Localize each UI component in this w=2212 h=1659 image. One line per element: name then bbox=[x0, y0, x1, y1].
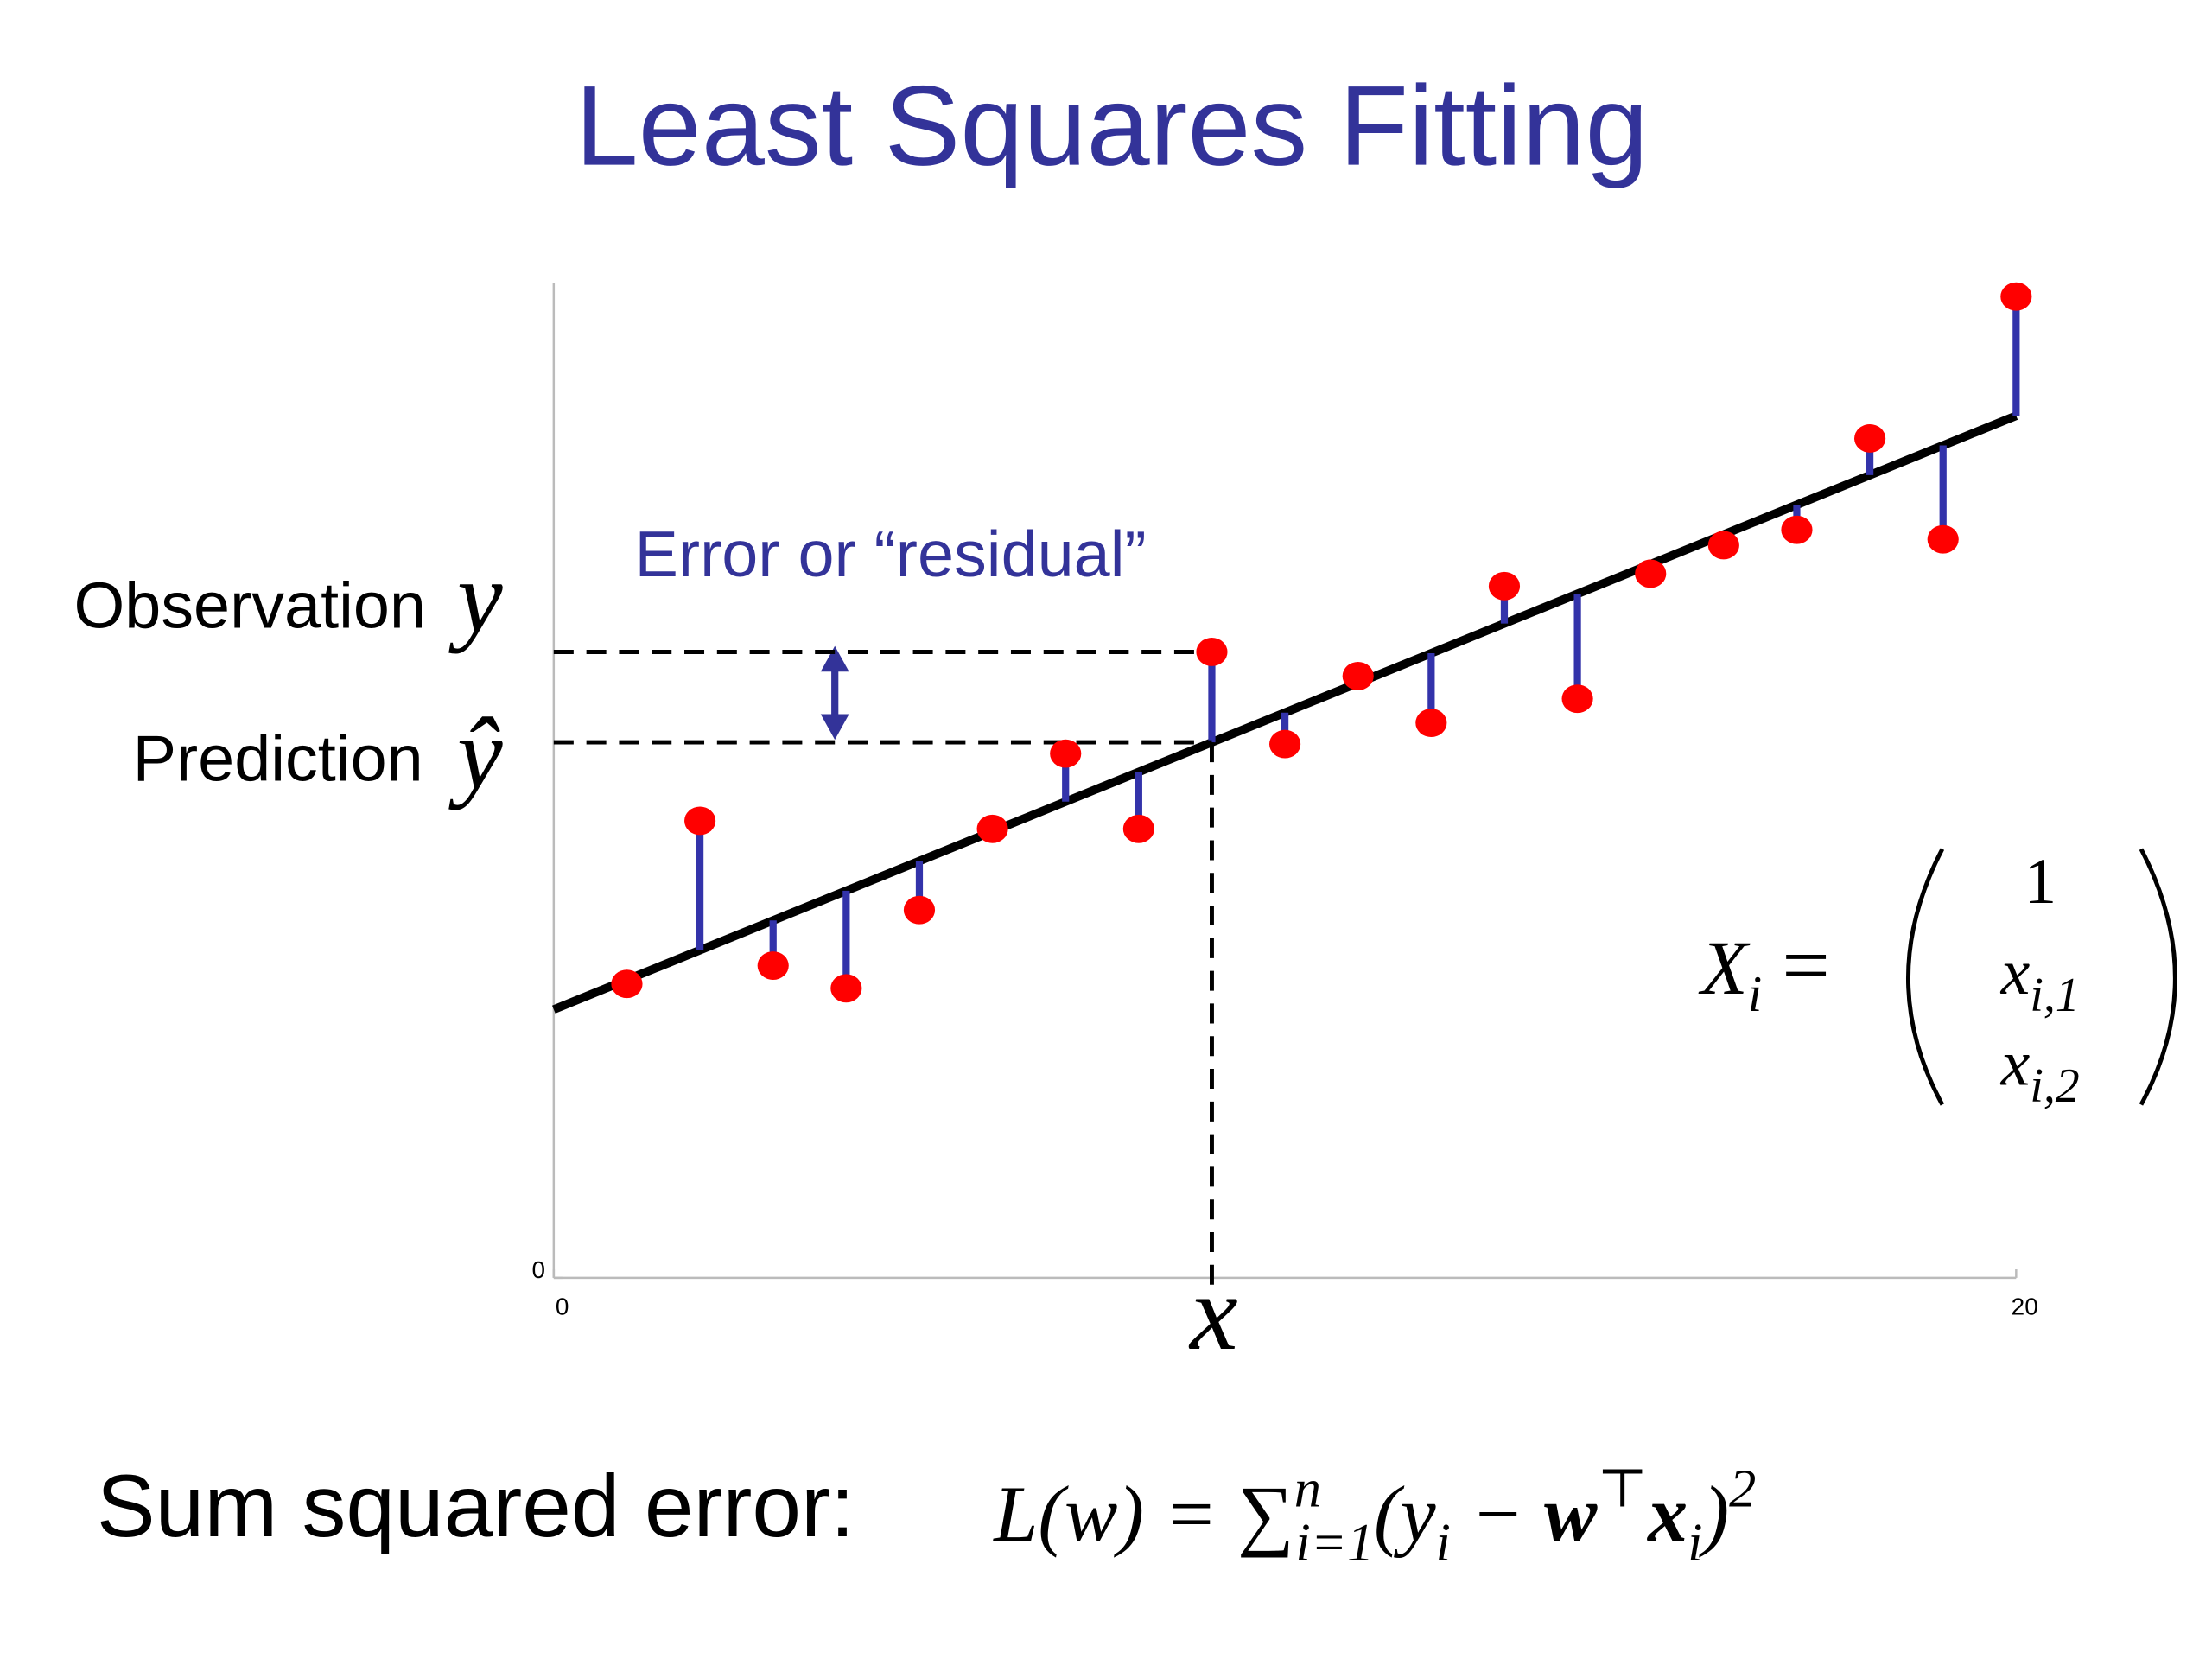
x-tick-label: 0 bbox=[556, 1294, 569, 1320]
vector-entry: xi,2 bbox=[2000, 1027, 2080, 1113]
residual-arrow bbox=[820, 645, 849, 741]
data-point bbox=[1561, 684, 1593, 714]
loss-part: w bbox=[1544, 1470, 1598, 1558]
slide-content: Least Squares Fitting Error or “residual… bbox=[73, 62, 2177, 1573]
loss-part: x bbox=[1646, 1470, 1688, 1558]
title: Least Squares Fitting bbox=[575, 62, 1649, 189]
vector-equals: = bbox=[1782, 918, 1830, 1013]
vector-entry-base: x bbox=[2000, 937, 2031, 1008]
y-tick-label: 0 bbox=[531, 1256, 545, 1283]
data-point bbox=[1050, 739, 1082, 768]
data-point bbox=[1342, 661, 1374, 690]
vector-name-sub: i bbox=[1748, 965, 1762, 1022]
vector-entry: xi,1 bbox=[2000, 937, 2080, 1022]
data-point bbox=[903, 895, 936, 925]
vector-entry-base: 1 bbox=[2024, 846, 2056, 918]
fit-line bbox=[551, 411, 2018, 1014]
loss-formula: L(w) = ∑n i=1(yi − w⊤xi)2 bbox=[992, 1458, 1756, 1572]
data-point bbox=[1707, 531, 1739, 560]
loss-part: i bbox=[1688, 1512, 1702, 1573]
data-point bbox=[1781, 515, 1813, 544]
data-point bbox=[1488, 571, 1521, 601]
loss-part: L(w) = bbox=[992, 1470, 1237, 1558]
prediction-symbol: ŷ bbox=[448, 697, 503, 810]
data-point bbox=[2000, 282, 2032, 311]
vector-name: Xi bbox=[1699, 926, 1763, 1022]
loss-part: ∑ bbox=[1237, 1470, 1294, 1558]
loss-part: 2 bbox=[1729, 1458, 1756, 1518]
loss-part: i bbox=[1436, 1512, 1451, 1573]
data-point bbox=[1415, 709, 1447, 738]
loss-part: ) bbox=[1698, 1470, 1729, 1558]
vector-entry-sub: i,2 bbox=[2030, 1059, 2079, 1113]
loss-part: i=1 bbox=[1295, 1512, 1374, 1573]
vector-entry: 1 bbox=[2024, 846, 2056, 918]
data-point bbox=[830, 974, 862, 1003]
data-point bbox=[1122, 814, 1154, 843]
data-point bbox=[757, 951, 789, 980]
vector-entry-base: x bbox=[2000, 1027, 2031, 1099]
loss-part: − bbox=[1451, 1470, 1544, 1558]
loss-label: Sum squared error: bbox=[97, 1457, 855, 1555]
data-point bbox=[684, 806, 716, 836]
loss-part: ⊤ bbox=[1597, 1458, 1648, 1518]
data-point bbox=[976, 814, 1008, 843]
data-point bbox=[1635, 559, 1667, 588]
prediction-label: Prediction bbox=[133, 723, 423, 796]
error-label: Error or “residual” bbox=[635, 518, 1147, 591]
data-point bbox=[1196, 638, 1228, 666]
data-point bbox=[1269, 729, 1301, 759]
observation-label: Observation bbox=[73, 569, 426, 642]
data-point bbox=[1927, 524, 1959, 554]
data-point bbox=[1854, 423, 1886, 453]
loss-part: n bbox=[1294, 1458, 1321, 1518]
observation-symbol: y bbox=[448, 541, 503, 654]
x-tick-label: 20 bbox=[2012, 1294, 2038, 1320]
data-point bbox=[611, 969, 643, 999]
vector-entry-sub: i,1 bbox=[2030, 969, 2079, 1022]
loss-part: (y bbox=[1374, 1470, 1436, 1558]
paren-right bbox=[2139, 848, 2177, 1106]
vector-name-base: X bbox=[1699, 926, 1751, 1011]
paren-left bbox=[1905, 848, 1945, 1106]
